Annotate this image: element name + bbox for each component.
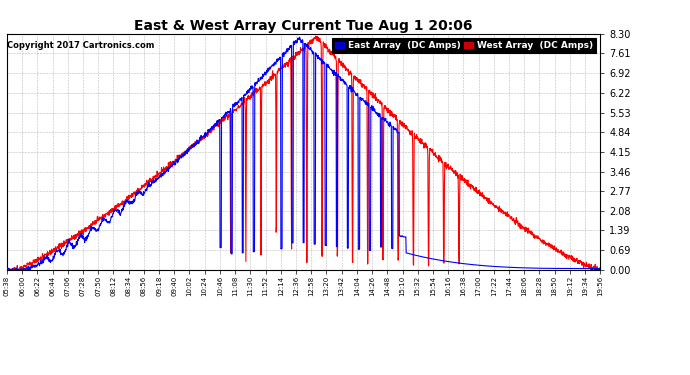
Title: East & West Array Current Tue Aug 1 20:06: East & West Array Current Tue Aug 1 20:0… — [135, 19, 473, 33]
Legend: East Array  (DC Amps), West Array  (DC Amps): East Array (DC Amps), West Array (DC Amp… — [332, 38, 595, 53]
Text: Copyright 2017 Cartronics.com: Copyright 2017 Cartronics.com — [8, 41, 155, 50]
